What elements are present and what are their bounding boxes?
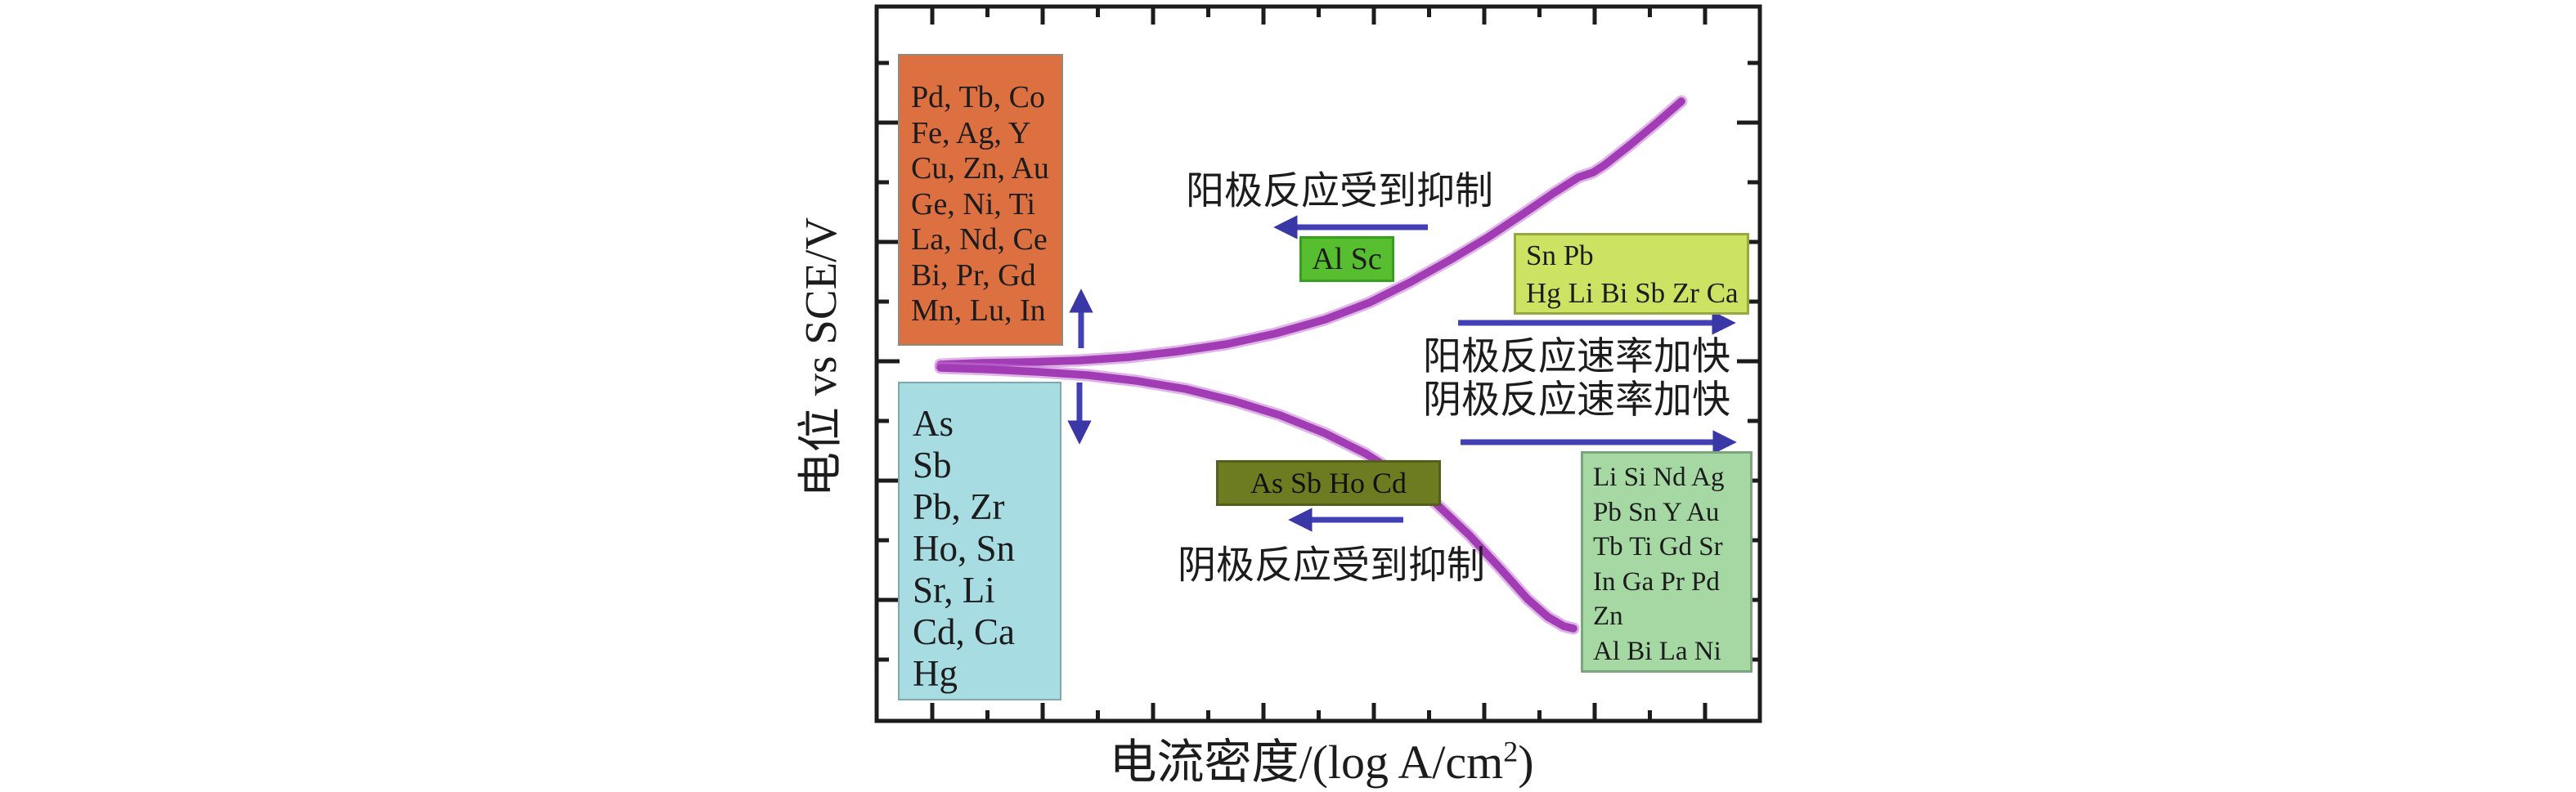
anodic-branch-curve — [934, 95, 1688, 371]
element-line: Ho, Sn — [913, 528, 1016, 569]
x-axis-label-close: ) — [1518, 736, 1534, 789]
element-line: Zn — [1593, 602, 1623, 631]
element-line: As — [913, 403, 954, 444]
element-line: Pb Sn Y Au — [1593, 497, 1720, 527]
element-line: In Ga Pr Pd — [1593, 566, 1720, 597]
x-axis-label: 电流密度/(log A/cm2) — [1109, 723, 1533, 792]
element-line: Cu, Zn, Au — [911, 151, 1049, 186]
element-line: Bi, Pr, Gd — [911, 257, 1036, 293]
element-line: Sb — [913, 445, 952, 485]
element-line: Ge, Ni, Ti — [911, 186, 1036, 221]
cathodic-suppressed-label: 阴极反应受到抑制 — [1178, 544, 1485, 588]
anodic-accelerated-line: 阳极反应速率加快 — [1423, 336, 1730, 378]
cathodic-accelerated-line: 阴极反应速率加快 — [1423, 379, 1730, 422]
anodic-suppressed-label: 阳极反应受到抑制 — [1186, 170, 1493, 213]
as-sb-ho-cd-elements-box: As Sb Ho Cd — [1216, 460, 1441, 506]
element-line: Tb Ti Gd Sr — [1593, 532, 1723, 562]
element-line: Hg Li Bi Sb Zr Ca — [1526, 277, 1739, 309]
element-line: As Sb Ho Cd — [1250, 467, 1407, 499]
element-line: Sn Pb — [1526, 239, 1594, 271]
x-axis-label-main: 电流密度/(log A/cm — [1109, 736, 1504, 789]
plot-frame — [874, 4, 1762, 723]
x-axis-label-superscript: 2 — [1503, 735, 1519, 768]
y-axis-label: 电位 vs SCE/V — [796, 217, 846, 498]
element-line: Pb, Zr — [913, 486, 1005, 527]
anodic-inhibitor-elements-box: Pd, Tb, Co Fe, Ag, Y Cu, Zn, Au Ge, Ni, … — [898, 54, 1063, 346]
reaction-accelerated-label: 阳极反应速率加快 阴极反应速率加快 — [1423, 336, 1730, 423]
element-line: Pd, Tb, Co — [911, 80, 1046, 114]
cathodic-accelerator-elements-box: Li Si Nd Ag Pb Sn Y Au Tb Ti Gd Sr In Ga… — [1581, 451, 1752, 673]
element-line: Cd, Ca — [913, 611, 1016, 652]
al-sc-elements-box: Al Sc — [1299, 236, 1394, 282]
cathodic-branch-curve — [934, 361, 1580, 635]
element-line: Hg — [913, 653, 958, 694]
element-line: Al Bi La Ni — [1593, 636, 1721, 666]
element-line: Li Si Nd Ag — [1593, 463, 1725, 492]
element-line: Fe, Ag, Y — [911, 115, 1031, 150]
element-line: Sr, Li — [913, 570, 995, 611]
anodic-accelerator-elements-box: Sn Pb Hg Li Bi Sb Zr Ca — [1514, 233, 1749, 315]
element-line: Mn, Lu, In — [911, 293, 1046, 328]
cathodic-inhibitor-elements-box: As Sb Pb, Zr Ho, Sn Sr, Li Cd, Ca Hg — [898, 382, 1061, 700]
element-line: La, Nd, Ce — [911, 222, 1048, 257]
element-line: Al Sc — [1312, 242, 1382, 276]
